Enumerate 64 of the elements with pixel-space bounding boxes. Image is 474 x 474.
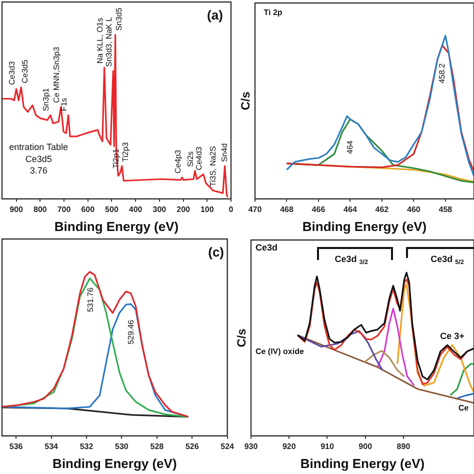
- annotation: Ce3d5: [25, 154, 52, 164]
- annotation: Ce MNN,Sn3p3: [52, 46, 62, 103]
- x-tick-label: 470: [248, 204, 262, 214]
- x-tick-label: 460: [407, 204, 421, 214]
- annotation: Sn3p1: [42, 87, 51, 112]
- x-tick-label: 526: [185, 442, 200, 451]
- x-tick-label: 400: [128, 204, 143, 214]
- annotation: F1s: [60, 98, 69, 112]
- y-axis-title: C/s: [238, 91, 252, 110]
- annotation: Ti3S, Na2S: [208, 146, 218, 187]
- x-tick-label: 0: [228, 204, 234, 214]
- x-tick-label: 920: [282, 442, 296, 451]
- annotation: Sn3d5: [114, 7, 124, 31]
- annotation: Ce: [458, 404, 470, 413]
- text: (a): [207, 7, 223, 22]
- annotation: Ti2p3: [121, 142, 130, 162]
- x-axis-title: Binding Energy (eV): [52, 456, 177, 471]
- x-tick-label: 200: [176, 204, 191, 214]
- x-tick-label: 930: [244, 442, 258, 451]
- x-tick-label: 534: [44, 442, 59, 451]
- x-tick-label: 464: [344, 204, 358, 214]
- text: Ce3d: [255, 242, 278, 252]
- x-tick-label: 532: [80, 442, 94, 451]
- annotation: entration Table: [9, 142, 68, 152]
- x-tick-label: 910: [320, 442, 334, 451]
- x-tick-label: 100: [200, 204, 214, 214]
- annotation: 3.76: [30, 166, 48, 176]
- annotation: Ce (IV) oxide: [255, 346, 304, 356]
- annotation: Na KLL, O1s: [96, 18, 105, 64]
- annotation: 529.46: [126, 319, 136, 344]
- annotation: Ce 3+: [440, 331, 464, 342]
- annotation: Ce4p3: [173, 149, 182, 174]
- x-tick-label: 600: [81, 204, 96, 214]
- x-tick-label: 500: [105, 204, 119, 214]
- annotation: Ce3d5: [20, 59, 30, 84]
- x-tick-label: 536: [9, 442, 24, 451]
- x-tick-label: 900: [10, 204, 24, 214]
- x-tick-label: 458: [438, 204, 453, 214]
- annotation: 458.2: [437, 62, 446, 84]
- x-tick-label: 890: [396, 442, 411, 451]
- annotation: Ti2p1: [112, 148, 121, 169]
- text: Ti 2p: [264, 8, 282, 17]
- x-tick-label: 900: [358, 442, 373, 451]
- annotation: Si2s: [186, 151, 196, 167]
- x-axis-title: Binding Energy (eV): [54, 218, 179, 234]
- annotation: Ce3d3: [8, 60, 17, 85]
- y-axis-title: C/s: [234, 328, 248, 348]
- text: (c): [208, 244, 224, 260]
- x-tick-label: 468: [280, 204, 294, 214]
- x-tick-label: 466: [312, 204, 326, 214]
- x-axis-title: Binding Energy (eV): [302, 218, 427, 234]
- x-tick-label: 700: [57, 204, 72, 214]
- annotation: 464: [345, 140, 354, 154]
- annotation: Sn3d3, NaK L: [104, 16, 114, 67]
- x-tick-label: 528: [150, 442, 164, 451]
- annotation: Sn4d: [220, 143, 229, 162]
- x-tick-label: 300: [152, 204, 167, 214]
- x-axis-title: Binding Energy (eV): [300, 456, 425, 471]
- annotation: 531.76: [86, 287, 95, 312]
- x-tick-label: 462: [375, 204, 390, 214]
- x-tick-label: 530: [115, 442, 129, 451]
- annotation: Ce4d3: [194, 146, 204, 170]
- x-tick-label: 800: [33, 204, 48, 214]
- x-tick-label: 524: [220, 442, 235, 451]
